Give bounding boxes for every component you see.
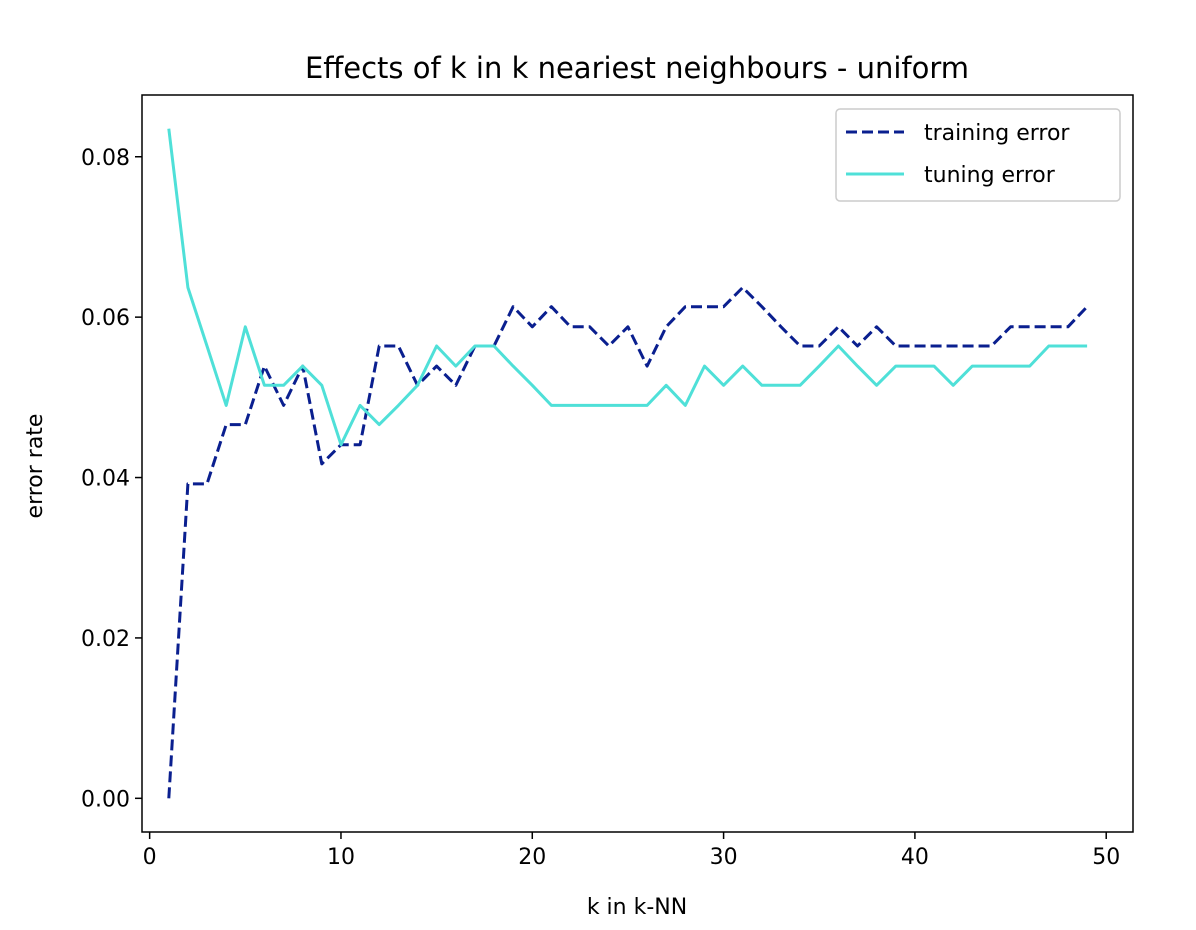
legend: training error tuning error	[835, 108, 1121, 202]
legend-label-training-error: training error	[924, 121, 1070, 146]
y-tick-label: 0.02	[81, 627, 130, 652]
x-tick-label: 0	[143, 845, 157, 870]
y-tick-label: 0.08	[81, 146, 130, 171]
x-axis: 0 10 20 30 40 50	[143, 832, 1120, 870]
y-axis: 0.00 0.02 0.04 0.06 0.08	[81, 146, 142, 812]
x-axis-label: k in k-NN	[587, 895, 687, 920]
x-tick-label: 10	[327, 845, 355, 870]
legend-box	[835, 108, 1121, 202]
x-tick-label: 20	[518, 845, 546, 870]
legend-label-tuning-error: tuning error	[924, 163, 1056, 188]
chart-title: Effects of k in k neariest neighbours - …	[305, 51, 969, 85]
x-tick-label: 40	[901, 845, 929, 870]
plot-area	[167, 128, 1089, 799]
y-tick-label: 0.06	[81, 306, 130, 331]
plot-frame	[141, 94, 1134, 833]
series-line-tuning-error	[167, 128, 1088, 447]
y-axis-label: error rate	[23, 414, 48, 519]
y-tick-label: 0.04	[81, 467, 130, 492]
x-tick-label: 30	[710, 845, 738, 870]
y-tick-label: 0.00	[81, 787, 130, 812]
series-line-training-error	[167, 286, 1089, 799]
x-tick-label: 50	[1092, 845, 1120, 870]
